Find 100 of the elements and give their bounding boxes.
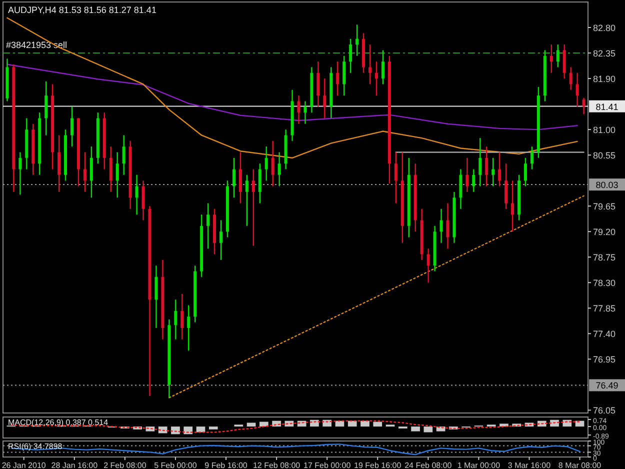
candlestick	[44, 80, 48, 136]
candlestick	[238, 152, 242, 204]
candlestick	[271, 140, 274, 187]
x-tick-label: 1 Mar 00:00	[457, 461, 501, 469]
candlestick	[556, 44, 560, 68]
candlestick	[492, 157, 495, 187]
candlestick	[446, 202, 450, 250]
chart-title: AUDJPY,H4 81.53 81.56 81.27 81.41	[8, 5, 156, 15]
line-series	[6, 17, 578, 158]
candlestick	[374, 60, 378, 96]
candlestick	[206, 202, 210, 250]
bar	[360, 420, 370, 427]
candlestick	[342, 55, 346, 96]
candlestick	[323, 78, 326, 119]
bar	[424, 426, 433, 432]
y-tick-label: 81.00	[593, 125, 616, 136]
x-tick-label: 3 Mar 16:00	[508, 461, 552, 469]
candlestick	[472, 168, 476, 193]
candlestick	[264, 146, 268, 182]
y-tick-label: 82.80	[593, 23, 616, 34]
y-tick-label: 81.90	[593, 74, 616, 84]
candlestick	[368, 44, 372, 85]
bar	[348, 420, 357, 427]
bar	[208, 426, 218, 430]
candlestick	[135, 174, 138, 216]
candlestick	[550, 44, 553, 74]
bar	[246, 422, 256, 427]
candlestick	[576, 72, 579, 108]
candlestick	[245, 174, 248, 227]
candlestick	[426, 248, 430, 284]
y-tick-label: 80.55	[593, 150, 616, 161]
y-tick-label: 77.40	[593, 329, 616, 340]
y-tick-label: 79.65	[593, 202, 616, 212]
candlestick	[504, 162, 508, 210]
candlestick	[116, 152, 119, 198]
candlestick	[18, 152, 22, 196]
candlestick	[304, 100, 307, 124]
x-tick-label: 5 Feb 00:00	[154, 461, 198, 469]
x-tick-label: 28 Jan 16:00	[51, 461, 98, 469]
candlestick	[440, 208, 443, 244]
candlestick	[485, 146, 488, 187]
candlestick	[83, 152, 86, 193]
candlestick	[142, 180, 145, 221]
candlestick	[252, 168, 255, 246]
candlestick	[278, 152, 281, 187]
candlestick	[478, 137, 482, 187]
candlestick	[180, 293, 184, 340]
ref-line-label: 80.03	[596, 180, 618, 190]
bar	[373, 422, 382, 427]
candlestick	[582, 97, 586, 115]
candlestick	[336, 60, 340, 96]
candlestick	[316, 60, 320, 108]
ref-line-label: 81.41	[596, 102, 618, 112]
candlestick	[232, 157, 236, 198]
candlestick	[562, 44, 566, 80]
y-tick-label: 76.05	[593, 406, 616, 416]
x-tick-label: 8 Mar 08:00	[558, 461, 602, 469]
candlestick	[122, 134, 126, 176]
x-tick-label: 17 Feb 00:00	[304, 461, 352, 469]
candlestick	[187, 304, 190, 352]
chart-title: MACD(12,26,9) 0.387 0.514	[8, 418, 109, 427]
candlestick	[258, 162, 262, 204]
line-series	[10, 444, 580, 456]
candlestick	[569, 66, 572, 90]
candlestick	[511, 180, 514, 232]
candlestick	[459, 168, 462, 210]
x-tick-label: 26 Jan 2010	[2, 461, 46, 469]
candlestick	[58, 134, 61, 193]
y-tick-label: 79.20	[593, 227, 616, 238]
y-tick-label: 78.75	[593, 252, 616, 263]
y-tick-label: 76.95	[593, 354, 616, 365]
x-tick-label: 24 Feb 08:00	[404, 461, 452, 469]
candlestick	[349, 38, 352, 74]
candlestick	[154, 265, 158, 329]
y-tick-label: 82.35	[593, 48, 616, 59]
candlestick	[220, 220, 222, 261]
candlestick	[356, 24, 359, 56]
y-tick-label: 77.85	[593, 304, 616, 314]
line-series	[6, 64, 578, 130]
candlestick	[381, 50, 384, 85]
candlestick	[90, 146, 93, 198]
bar	[411, 426, 420, 432]
x-tick-label: 9 Feb 16:00	[204, 461, 248, 469]
candlestick	[174, 299, 178, 340]
candlestick	[394, 152, 398, 204]
bar	[196, 426, 206, 432]
candlestick	[297, 94, 300, 124]
candlestick	[109, 146, 112, 193]
ref-line-label: 76.49	[596, 380, 618, 391]
bar	[171, 426, 180, 434]
line-series	[10, 420, 580, 433]
x-tick-label: 12 Feb 08:00	[252, 461, 301, 469]
candlestick	[530, 146, 534, 170]
x-tick-label: 2 Feb 08:00	[104, 461, 147, 469]
candlestick	[466, 157, 469, 193]
candlestick	[524, 157, 527, 187]
y-tick-label: 78.30	[593, 278, 616, 288]
x-tick-label: 19 Feb 16:00	[354, 461, 402, 469]
candlestick	[498, 152, 502, 187]
candlestick	[70, 106, 74, 148]
